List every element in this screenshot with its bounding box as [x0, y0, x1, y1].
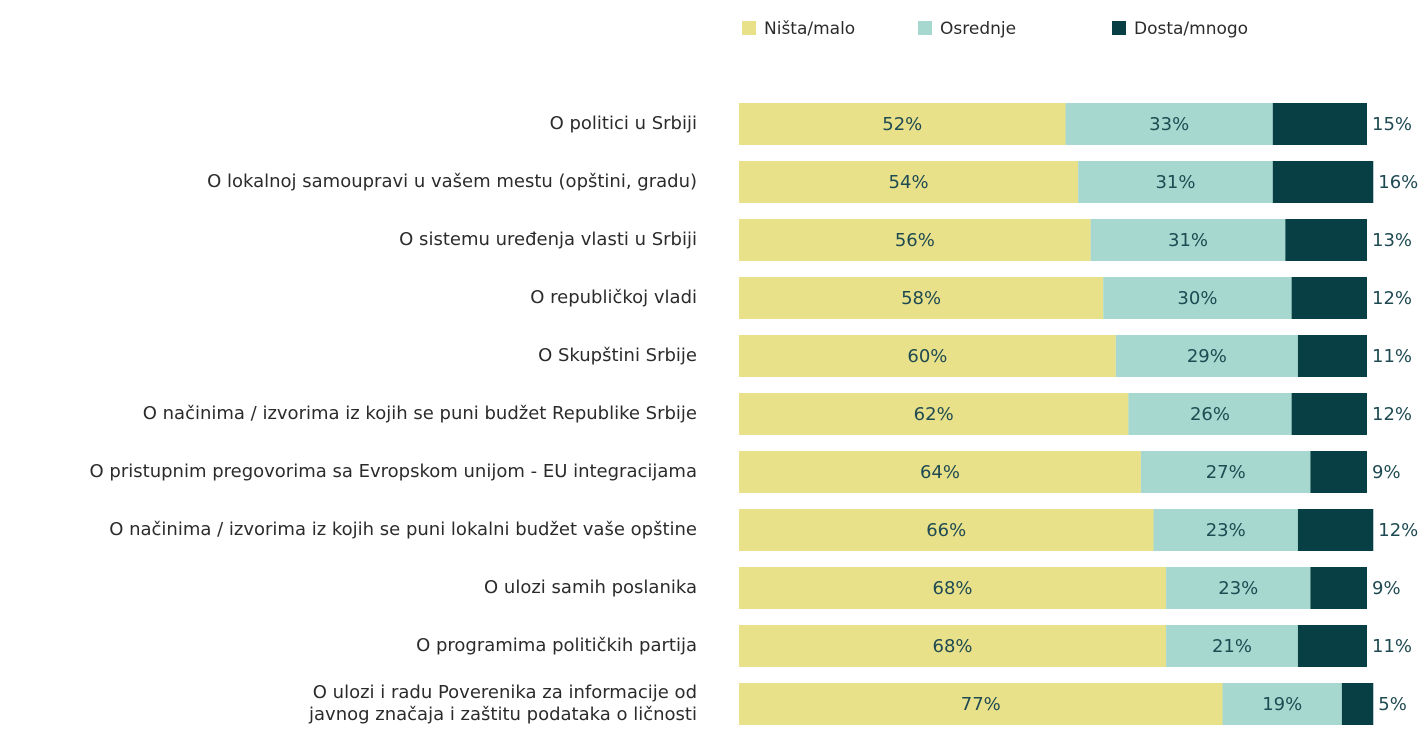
category-label: O lokalnoj samoupravi u vašem mestu (opš… [207, 171, 697, 192]
legend-swatch [1112, 21, 1126, 35]
value-label: 9% [1372, 578, 1401, 599]
value-label: 12% [1372, 288, 1412, 309]
bar-segment [1297, 625, 1367, 667]
value-label: 68% [933, 578, 973, 599]
bar-segment [739, 219, 1091, 261]
category-label: O načinima / izvorima iz kojih se puni l… [109, 519, 697, 540]
category-label: O načinima / izvorima iz kojih se puni b… [143, 403, 697, 424]
bar-segment [1078, 161, 1273, 203]
bar-segment [1291, 393, 1367, 435]
value-label: 12% [1378, 520, 1418, 541]
value-label: 54% [889, 172, 929, 193]
bar-segment [1140, 451, 1311, 493]
category-label: O ulozi samih poslanika [484, 577, 697, 598]
bar-segment [1291, 277, 1367, 319]
value-label: 27% [1206, 462, 1246, 483]
bar-segment [739, 335, 1116, 377]
value-label: 31% [1168, 230, 1208, 251]
value-label: 9% [1372, 462, 1401, 483]
bar-segment [1065, 103, 1273, 145]
bar-segment [739, 683, 1223, 725]
category-label-line: javnog značaja i zaštitu podataka o ličn… [308, 704, 697, 725]
value-label: 77% [961, 694, 1001, 715]
category-label: O republičkoj vladi [530, 287, 697, 308]
legend-label: Ništa/malo [764, 19, 855, 39]
value-label: 12% [1372, 404, 1412, 425]
legend-swatch [742, 21, 756, 35]
value-label: 31% [1155, 172, 1195, 193]
value-label: 58% [901, 288, 941, 309]
bar-segment [1341, 683, 1374, 725]
bar-segment [1222, 683, 1342, 725]
bar-segment [739, 625, 1167, 667]
value-label: 11% [1372, 346, 1412, 367]
bar-segment [1272, 161, 1374, 203]
bar-segment [1285, 219, 1367, 261]
bar-segment [1166, 567, 1311, 609]
bar-segment [1128, 393, 1292, 435]
category-label: O Skupštini Srbije [538, 345, 697, 366]
bar-segment [1297, 509, 1374, 551]
value-label: 23% [1218, 578, 1258, 599]
bar-segment [739, 103, 1066, 145]
value-label: 13% [1372, 230, 1412, 251]
value-label: 11% [1372, 636, 1412, 657]
bar-segment [1310, 451, 1367, 493]
value-label: 30% [1177, 288, 1217, 309]
bar-segment [739, 277, 1104, 319]
bar-segment [1153, 509, 1298, 551]
bar-segment [739, 393, 1129, 435]
category-label: O politici u Srbiji [550, 113, 697, 134]
value-label: 33% [1149, 114, 1189, 135]
bar-segment [739, 567, 1167, 609]
bar-segment [739, 451, 1141, 493]
value-label: 19% [1262, 694, 1302, 715]
category-label: O programima političkih partija [416, 635, 697, 656]
value-label: 60% [907, 346, 947, 367]
category-label: O ulozi i radu Poverenika za informacije… [308, 682, 697, 725]
value-label: 62% [914, 404, 954, 425]
category-label: O pristupnim pregovorima sa Evropskom un… [90, 461, 697, 482]
value-label: 56% [895, 230, 935, 251]
bar-segment [1090, 219, 1286, 261]
bar-segment [1115, 335, 1298, 377]
value-label: 15% [1372, 114, 1412, 135]
value-label: 5% [1378, 694, 1407, 715]
bar-segment [1310, 567, 1367, 609]
value-label: 52% [882, 114, 922, 135]
legend-label: Dosta/mnogo [1134, 19, 1248, 39]
bar-segment [1103, 277, 1292, 319]
value-label: 66% [926, 520, 966, 541]
value-label: 21% [1212, 636, 1252, 657]
value-label: 26% [1190, 404, 1230, 425]
value-label: 23% [1206, 520, 1246, 541]
value-label: 64% [920, 462, 960, 483]
value-label: 16% [1378, 172, 1418, 193]
value-label: 29% [1187, 346, 1227, 367]
bar-segment [1166, 625, 1298, 667]
category-label: O sistemu uređenja vlasti u Srbiji [399, 229, 697, 250]
legend-swatch [918, 21, 932, 35]
category-label-line: O ulozi i radu Poverenika za informacije… [313, 682, 697, 703]
bar-segment [1272, 103, 1367, 145]
value-label: 68% [933, 636, 973, 657]
bar-segment [739, 161, 1079, 203]
legend-label: Osrednje [940, 19, 1016, 39]
bar-segment [1297, 335, 1367, 377]
bar-segment [739, 509, 1154, 551]
